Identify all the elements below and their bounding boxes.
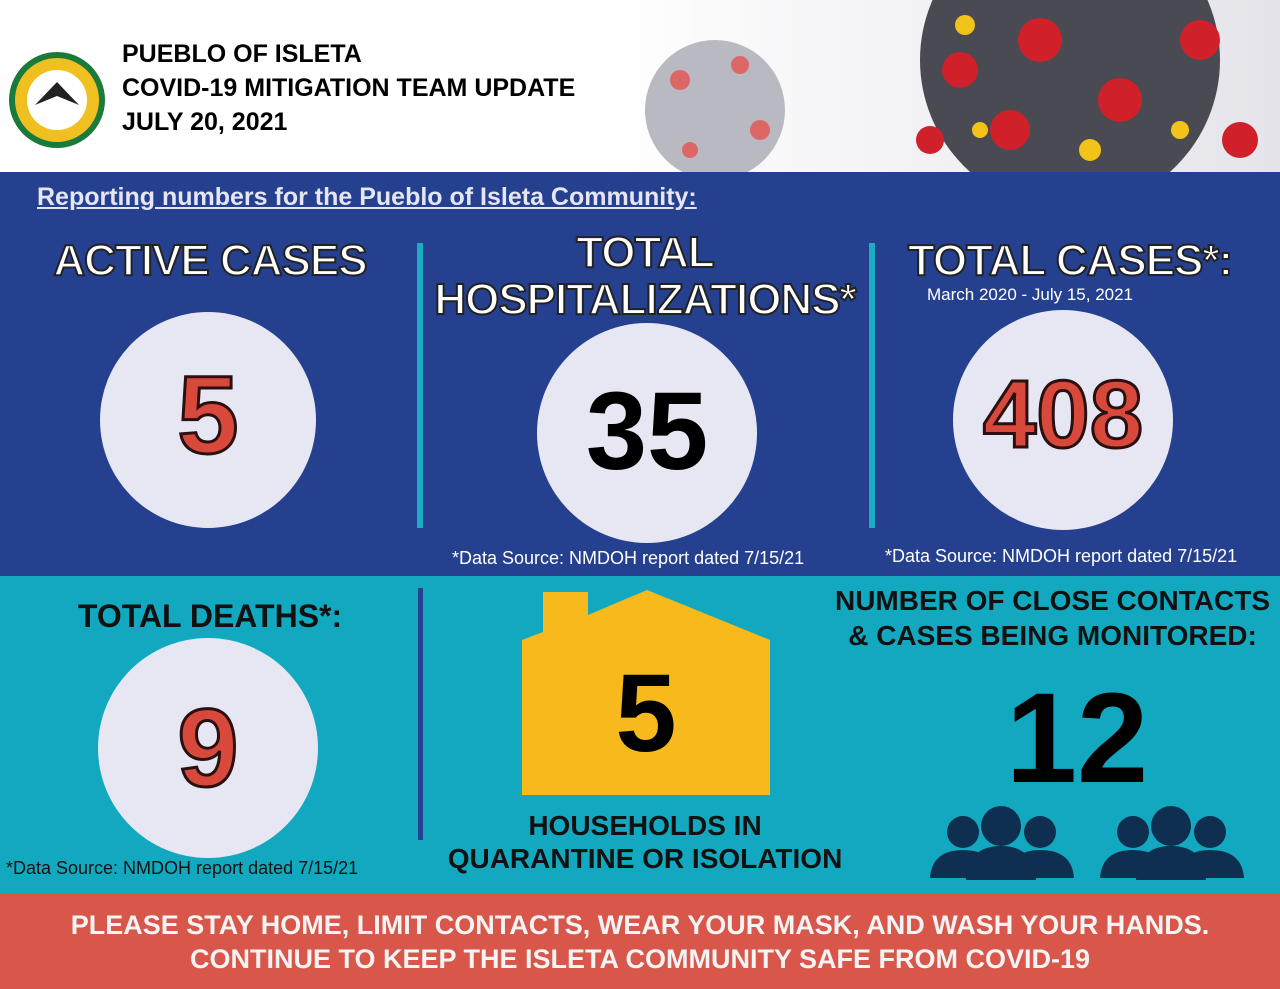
footer-line: CONTINUE TO KEEP THE ISLETA COMMUNITY SA… xyxy=(189,944,1091,974)
stat-value: 5 xyxy=(176,353,240,479)
caption: QUARANTINE OR ISOLATION xyxy=(447,843,843,874)
header-line: JULY 20, 2021 xyxy=(122,108,288,136)
stat-label: ACTIVE CASES xyxy=(52,235,368,286)
stat-label: NUMBER OF CLOSE CONTACTS xyxy=(834,585,1271,616)
stat-circle xyxy=(98,638,318,858)
stat-label: TOTAL xyxy=(575,227,716,278)
stat-value: 5 xyxy=(615,652,677,775)
header-line: PUEBLO OF ISLETA xyxy=(122,40,362,68)
caption: HOUSEHOLDS IN xyxy=(528,810,762,841)
stat-label: & CASES BEING MONITORED: xyxy=(848,620,1257,651)
stat-value: 35 xyxy=(585,370,709,493)
stat-label: TOTAL DEATHS*: xyxy=(77,598,343,634)
stat-circle xyxy=(537,323,757,543)
footer-line: PLEASE STAY HOME, LIMIT CONTACTS, WEAR Y… xyxy=(70,910,1210,940)
date-range: March 2020 - July 15, 2021 xyxy=(927,285,1134,304)
stat-value: 408 xyxy=(981,360,1144,470)
data-source: *Data Source: NMDOH report dated 7/15/21 xyxy=(452,548,805,568)
stat-label: HOSPITALIZATIONS* xyxy=(433,274,857,325)
subtitle: Reporting numbers for the Pueblo of Isle… xyxy=(37,183,697,211)
data-source: *Data Source: NMDOH report dated 7/15/21 xyxy=(885,546,1238,566)
stat-circle xyxy=(953,310,1173,530)
stat-value: 9 xyxy=(176,686,240,812)
header-line: COVID-19 MITIGATION TEAM UPDATE xyxy=(122,74,576,102)
stat-circle xyxy=(100,312,316,528)
stat-label: TOTAL CASES*: xyxy=(907,235,1234,286)
stat-value: 12 xyxy=(1005,667,1149,810)
data-source: *Data Source: NMDOH report dated 7/15/21 xyxy=(6,858,359,878)
